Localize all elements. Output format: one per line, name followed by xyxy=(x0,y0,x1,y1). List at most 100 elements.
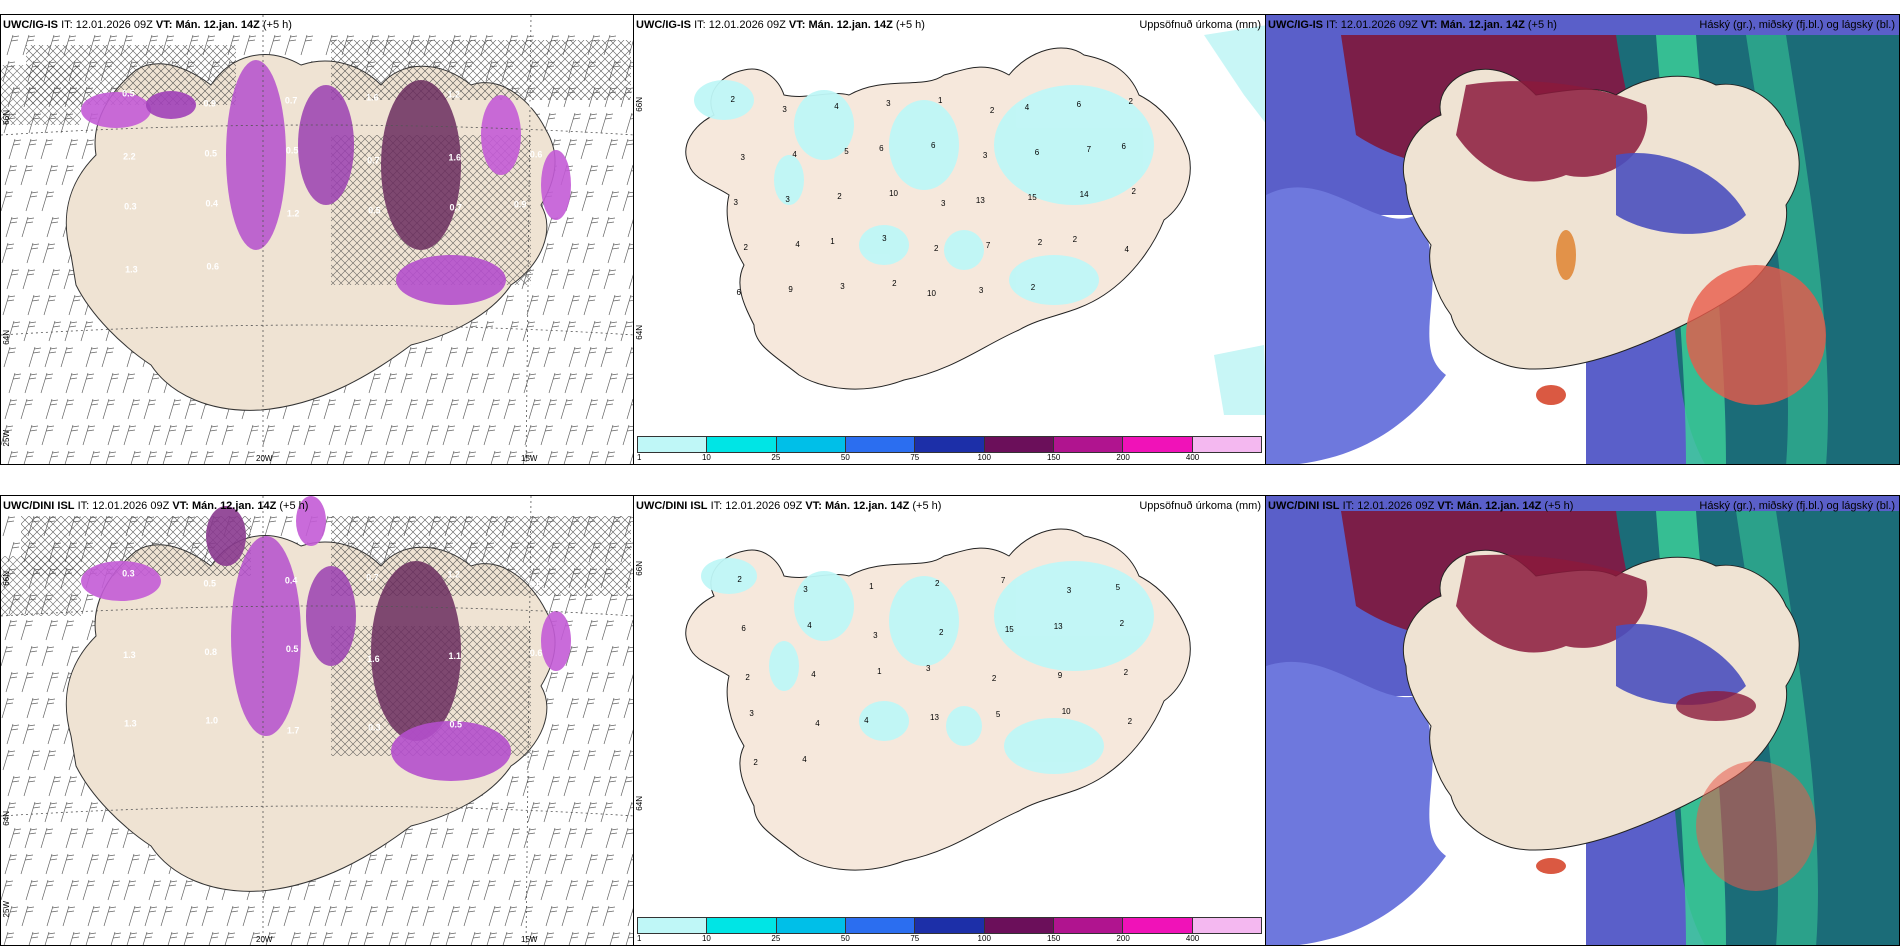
map-value-label: 6 xyxy=(879,144,884,153)
wind-barb xyxy=(25,645,39,667)
wind-barb xyxy=(601,164,615,186)
wind-barb xyxy=(467,424,481,446)
wind-barb xyxy=(587,723,601,745)
wind-barb xyxy=(501,294,515,316)
legend-ticks: 1 10 25 50 75 100 150 200 400 xyxy=(637,934,1262,944)
wind-barb xyxy=(603,723,617,745)
wind-barb xyxy=(328,879,342,901)
wind-barb xyxy=(123,879,137,901)
map-value-label: 2 xyxy=(1120,619,1125,628)
wind-barb xyxy=(604,775,618,797)
wind-barb xyxy=(621,138,633,160)
map-value-label: 6 xyxy=(931,141,936,150)
wind-barb xyxy=(122,372,136,394)
wind-barb xyxy=(586,671,600,693)
wind-barb xyxy=(290,931,302,945)
cloud-panel-bottom: UWC/DINI ISL IT: 12.01.2026 09Z VT: Mán.… xyxy=(1265,495,1900,946)
map-value-label: 6 xyxy=(1122,142,1127,151)
wind-barb xyxy=(523,827,537,849)
wind-barb xyxy=(262,424,276,446)
wind-barb xyxy=(446,853,460,875)
wind-barb xyxy=(425,827,439,849)
wind-barb xyxy=(584,346,598,368)
wind-barb xyxy=(80,320,94,342)
map-value-label: 10 xyxy=(889,189,898,198)
legend-tick-label: 50 xyxy=(840,934,850,943)
wind-barb xyxy=(45,853,59,875)
wind-barb xyxy=(1,879,14,901)
wind-barb xyxy=(385,879,399,901)
wind-barb xyxy=(24,372,38,394)
map-value-label: 15 xyxy=(1028,193,1037,202)
wind-barb xyxy=(48,320,62,342)
wind-barb xyxy=(544,398,558,420)
wind-barb xyxy=(602,671,616,693)
wind-barb xyxy=(307,398,321,420)
wind-barb xyxy=(581,879,595,901)
lon-label-25w: 25W xyxy=(2,430,11,447)
wind-barb xyxy=(6,268,20,290)
wind-barb xyxy=(583,749,597,771)
wind-barb xyxy=(508,879,522,901)
wind-barb xyxy=(545,905,559,927)
wind-barb xyxy=(522,320,536,342)
map-value-label: 2 xyxy=(730,95,735,104)
map-value-label: 0.3 xyxy=(368,722,381,732)
wind-barb xyxy=(360,424,374,446)
wind-barb xyxy=(388,931,400,945)
wind-barb xyxy=(82,879,96,901)
wind-barb xyxy=(42,242,56,264)
precip-legend-top: 1 10 25 50 75 100 150 200 400 xyxy=(634,434,1265,464)
wind-barb xyxy=(22,268,36,290)
wind-barb xyxy=(622,190,633,212)
wind-barb xyxy=(60,801,74,823)
wind-barb xyxy=(128,905,142,927)
wind-barb xyxy=(568,112,582,134)
lat-label-66n: 66N xyxy=(635,561,644,576)
wind-barb xyxy=(401,424,415,446)
panel-header: UWC/IG-IS IT: 12.01.2026 09Z VT: Mán. 12… xyxy=(636,19,925,31)
wind-barb xyxy=(146,450,158,464)
wind-barb xyxy=(622,424,633,446)
wind-barb xyxy=(7,450,19,464)
wind-barb xyxy=(381,905,395,927)
wind-barb xyxy=(624,749,633,771)
cloud-overlays-bottom xyxy=(1456,554,1816,891)
wind-barb xyxy=(48,450,60,464)
wind-barb xyxy=(365,905,379,927)
map-value-label: 5 xyxy=(996,710,1001,719)
map-value-label: 6 xyxy=(1077,100,1082,109)
wind-barb xyxy=(23,320,37,342)
map-value-label: 7 xyxy=(1001,576,1006,585)
wind-barb xyxy=(64,320,78,342)
map-value-label: 2 xyxy=(990,106,995,115)
legend-tick-label: 10 xyxy=(701,934,711,943)
map-value-label: 3 xyxy=(740,153,745,162)
wind-barb xyxy=(562,268,576,290)
map-value-label: 3 xyxy=(983,151,988,160)
wind-barb xyxy=(626,853,633,875)
legend-swatch xyxy=(707,437,777,452)
wind-barb xyxy=(2,294,16,316)
wind-barb xyxy=(45,398,59,420)
wind-barb xyxy=(64,775,78,797)
legend-ticks: 1 10 25 50 75 100 150 200 400 xyxy=(637,453,1262,463)
wind-barb xyxy=(167,931,179,945)
legend-tick-label: 10 xyxy=(701,453,711,462)
wind-barb xyxy=(6,723,20,745)
legend-swatch xyxy=(845,918,916,933)
wind-barb xyxy=(66,424,80,446)
wind-barb xyxy=(3,801,17,823)
wind-barb xyxy=(65,138,79,160)
wind-barb xyxy=(466,827,480,849)
precip-blobs-bottom xyxy=(81,496,571,781)
wind-barb xyxy=(623,242,633,264)
wind-barb xyxy=(21,671,35,693)
lat-label-66n: 66N xyxy=(635,97,644,112)
map-value-label: 2 xyxy=(934,244,939,253)
wind-barb xyxy=(441,827,455,849)
wind-barb xyxy=(127,853,141,875)
wind-barb xyxy=(562,723,576,745)
wind-barb xyxy=(563,450,575,464)
